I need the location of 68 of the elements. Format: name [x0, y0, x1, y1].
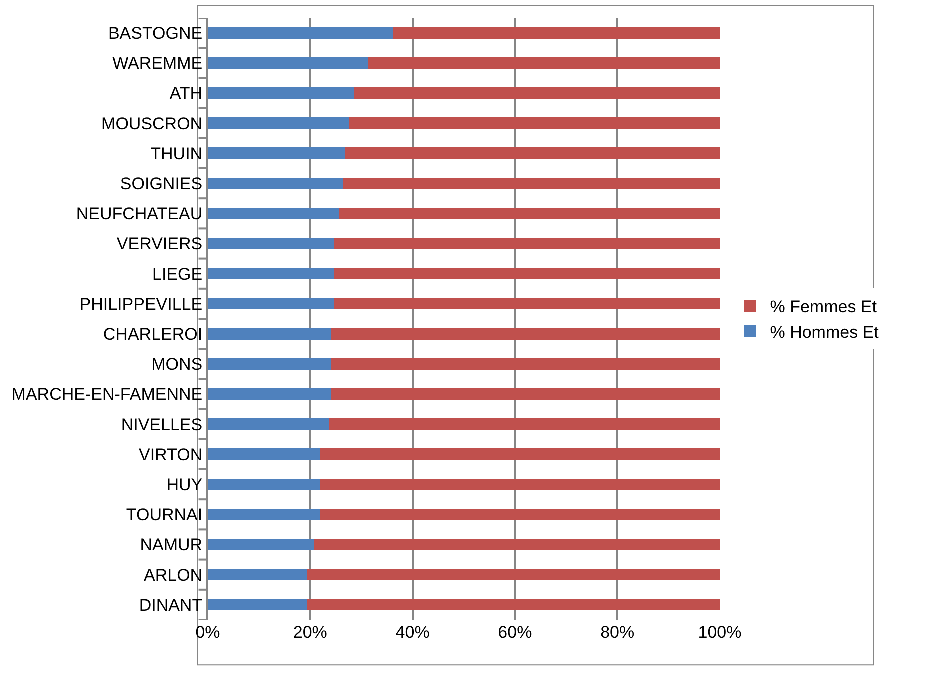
y-tick-label: MONS: [152, 355, 203, 374]
bar: [314, 539, 720, 550]
y-tick-label: THUIN: [150, 144, 203, 164]
bar: [331, 358, 720, 370]
y-tick-label: VERVIERS: [116, 234, 203, 254]
bar: [306, 569, 720, 581]
bar: [208, 599, 307, 611]
bar: [208, 88, 354, 99]
y-tick-label: HUY: [166, 476, 203, 494]
bar: [346, 148, 720, 160]
bar: [208, 238, 334, 250]
legend-label: % Femmes Et: [770, 298, 878, 317]
y-tick-label: ARLON: [144, 566, 203, 585]
y-tick-label: SOIGNIES: [120, 174, 203, 194]
bar: [208, 358, 332, 370]
x-tick-label: 40%: [396, 623, 430, 642]
y-tick-label: MOUSCRON: [102, 114, 203, 134]
bar: [208, 148, 346, 160]
x-tick-label: 0%: [196, 623, 220, 642]
y-tick-label: CHARLEROI: [103, 325, 203, 344]
bar: [208, 539, 314, 550]
y-tick-label: MARCHE-EN-FAMENNE: [12, 385, 203, 404]
bar: [343, 178, 720, 190]
y-tick-label: PHILIPPEVILLE: [80, 294, 203, 314]
x-tick-label: 60%: [498, 623, 532, 642]
bar: [208, 268, 334, 280]
y-tick-label: ATH: [170, 84, 203, 104]
y-tick-label: WAREMME: [112, 54, 203, 74]
bar: [208, 208, 340, 220]
bar: [331, 388, 720, 400]
bar: [208, 569, 307, 581]
y-tick-label: NIVELLES: [121, 415, 203, 434]
y-tick-label: VIRTON: [138, 445, 203, 464]
bar: [208, 478, 321, 490]
y-tick-label: NEUFCHATEAU: [76, 204, 203, 224]
bar: [334, 268, 720, 280]
bar: [334, 298, 720, 310]
x-tick-label: 100%: [698, 623, 742, 642]
bar: [208, 388, 332, 400]
bar: [306, 599, 720, 611]
bar: [340, 208, 720, 220]
x-tick-label: 20%: [293, 623, 328, 642]
y-tick-label: DINANT: [139, 596, 203, 615]
bar: [392, 27, 720, 39]
bar: [208, 508, 321, 520]
bar: [208, 448, 321, 460]
bar: [329, 418, 720, 430]
y-tick-label: LIEGE: [152, 264, 203, 284]
bar: [320, 448, 720, 460]
bar: [331, 328, 720, 340]
y-tick-label: TOURNAI: [126, 506, 203, 525]
bar: [334, 238, 720, 250]
bar: [208, 328, 332, 340]
bar: [208, 418, 330, 430]
y-tick-label: BASTOGNE: [108, 24, 203, 43]
y-tick-label: NAMUR: [140, 536, 203, 555]
bar: [349, 118, 720, 130]
bar: [320, 478, 720, 490]
bar: [208, 298, 334, 310]
x-tick-label: 80%: [600, 623, 635, 642]
bar: [208, 118, 350, 130]
bar: [208, 178, 344, 190]
bar: [320, 508, 720, 520]
bar: [208, 57, 368, 69]
bar: [354, 88, 720, 99]
bar: [208, 27, 393, 39]
bar: [368, 57, 720, 69]
legend-label: % Hommes Et: [770, 322, 880, 342]
